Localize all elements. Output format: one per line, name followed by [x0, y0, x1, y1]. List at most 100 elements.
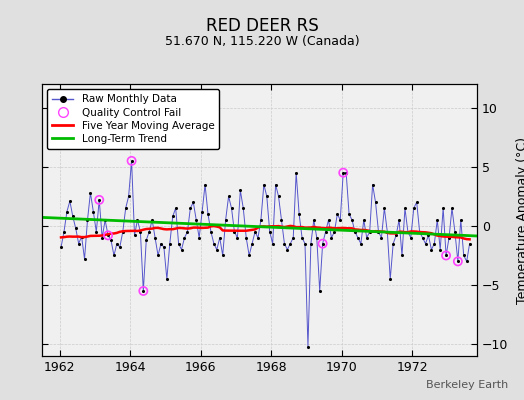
- Point: [104, 232, 112, 238]
- Point: [442, 252, 450, 259]
- Point: [328, 234, 336, 241]
- Point: [69, 213, 77, 220]
- Point: [275, 193, 283, 200]
- Point: [427, 246, 435, 253]
- Point: [448, 205, 456, 211]
- Point: [95, 197, 103, 203]
- Point: [110, 252, 118, 259]
- Point: [395, 217, 403, 223]
- Point: [424, 232, 433, 238]
- Point: [454, 258, 462, 264]
- Point: [242, 234, 250, 241]
- Point: [83, 217, 92, 223]
- Point: [89, 208, 97, 215]
- Point: [71, 225, 80, 232]
- Point: [222, 217, 230, 223]
- Point: [339, 170, 347, 176]
- Y-axis label: Temperature Anomaly (°C): Temperature Anomaly (°C): [517, 136, 524, 304]
- Point: [359, 217, 368, 223]
- Point: [319, 240, 327, 247]
- Point: [319, 240, 327, 247]
- Point: [254, 234, 262, 241]
- Point: [86, 190, 95, 196]
- Point: [219, 252, 227, 259]
- Point: [342, 170, 351, 176]
- Point: [321, 229, 330, 235]
- Point: [463, 258, 471, 264]
- Point: [380, 205, 388, 211]
- Point: [186, 205, 194, 211]
- Point: [324, 217, 333, 223]
- Point: [210, 240, 218, 247]
- Point: [107, 237, 115, 243]
- Point: [392, 232, 400, 238]
- Legend: Raw Monthly Data, Quality Control Fail, Five Year Moving Average, Long-Term Tren: Raw Monthly Data, Quality Control Fail, …: [47, 89, 220, 149]
- Point: [304, 343, 312, 350]
- Point: [154, 252, 162, 259]
- Point: [224, 193, 233, 200]
- Point: [271, 181, 280, 188]
- Point: [166, 240, 174, 247]
- Point: [139, 288, 148, 294]
- Point: [442, 252, 450, 259]
- Point: [266, 229, 274, 235]
- Point: [160, 244, 168, 250]
- Point: [368, 181, 377, 188]
- Point: [245, 252, 253, 259]
- Point: [122, 205, 130, 211]
- Point: [386, 276, 395, 282]
- Point: [124, 193, 133, 200]
- Point: [127, 158, 136, 164]
- Point: [63, 208, 71, 215]
- Point: [183, 229, 192, 235]
- Point: [301, 240, 309, 247]
- Text: 51.670 N, 115.220 W (Canada): 51.670 N, 115.220 W (Canada): [165, 36, 359, 48]
- Point: [389, 240, 397, 247]
- Point: [412, 199, 421, 206]
- Point: [251, 229, 259, 235]
- Point: [215, 234, 224, 241]
- Point: [283, 246, 291, 253]
- Point: [439, 205, 447, 211]
- Text: RED DEER RS: RED DEER RS: [205, 17, 319, 35]
- Point: [436, 246, 444, 253]
- Point: [66, 198, 74, 204]
- Point: [268, 240, 277, 247]
- Point: [357, 240, 365, 247]
- Point: [374, 229, 383, 235]
- Point: [286, 240, 294, 247]
- Point: [139, 288, 148, 294]
- Point: [313, 234, 321, 241]
- Point: [227, 205, 236, 211]
- Point: [383, 229, 391, 235]
- Point: [98, 234, 106, 241]
- Point: [171, 205, 180, 211]
- Point: [136, 229, 145, 235]
- Point: [177, 246, 185, 253]
- Point: [456, 217, 465, 223]
- Point: [292, 170, 300, 176]
- Point: [421, 240, 430, 247]
- Point: [198, 208, 206, 215]
- Point: [78, 233, 86, 240]
- Point: [307, 240, 315, 247]
- Point: [333, 211, 342, 217]
- Point: [116, 244, 124, 250]
- Point: [336, 217, 344, 223]
- Point: [162, 276, 171, 282]
- Point: [460, 252, 468, 259]
- Point: [401, 205, 409, 211]
- Point: [416, 229, 424, 235]
- Point: [451, 229, 459, 235]
- Point: [130, 232, 139, 238]
- Point: [310, 217, 318, 223]
- Point: [433, 217, 441, 223]
- Point: [80, 256, 89, 262]
- Point: [239, 205, 247, 211]
- Point: [201, 181, 209, 188]
- Point: [260, 181, 268, 188]
- Point: [113, 240, 121, 247]
- Point: [372, 199, 380, 206]
- Point: [330, 229, 339, 235]
- Point: [454, 258, 462, 264]
